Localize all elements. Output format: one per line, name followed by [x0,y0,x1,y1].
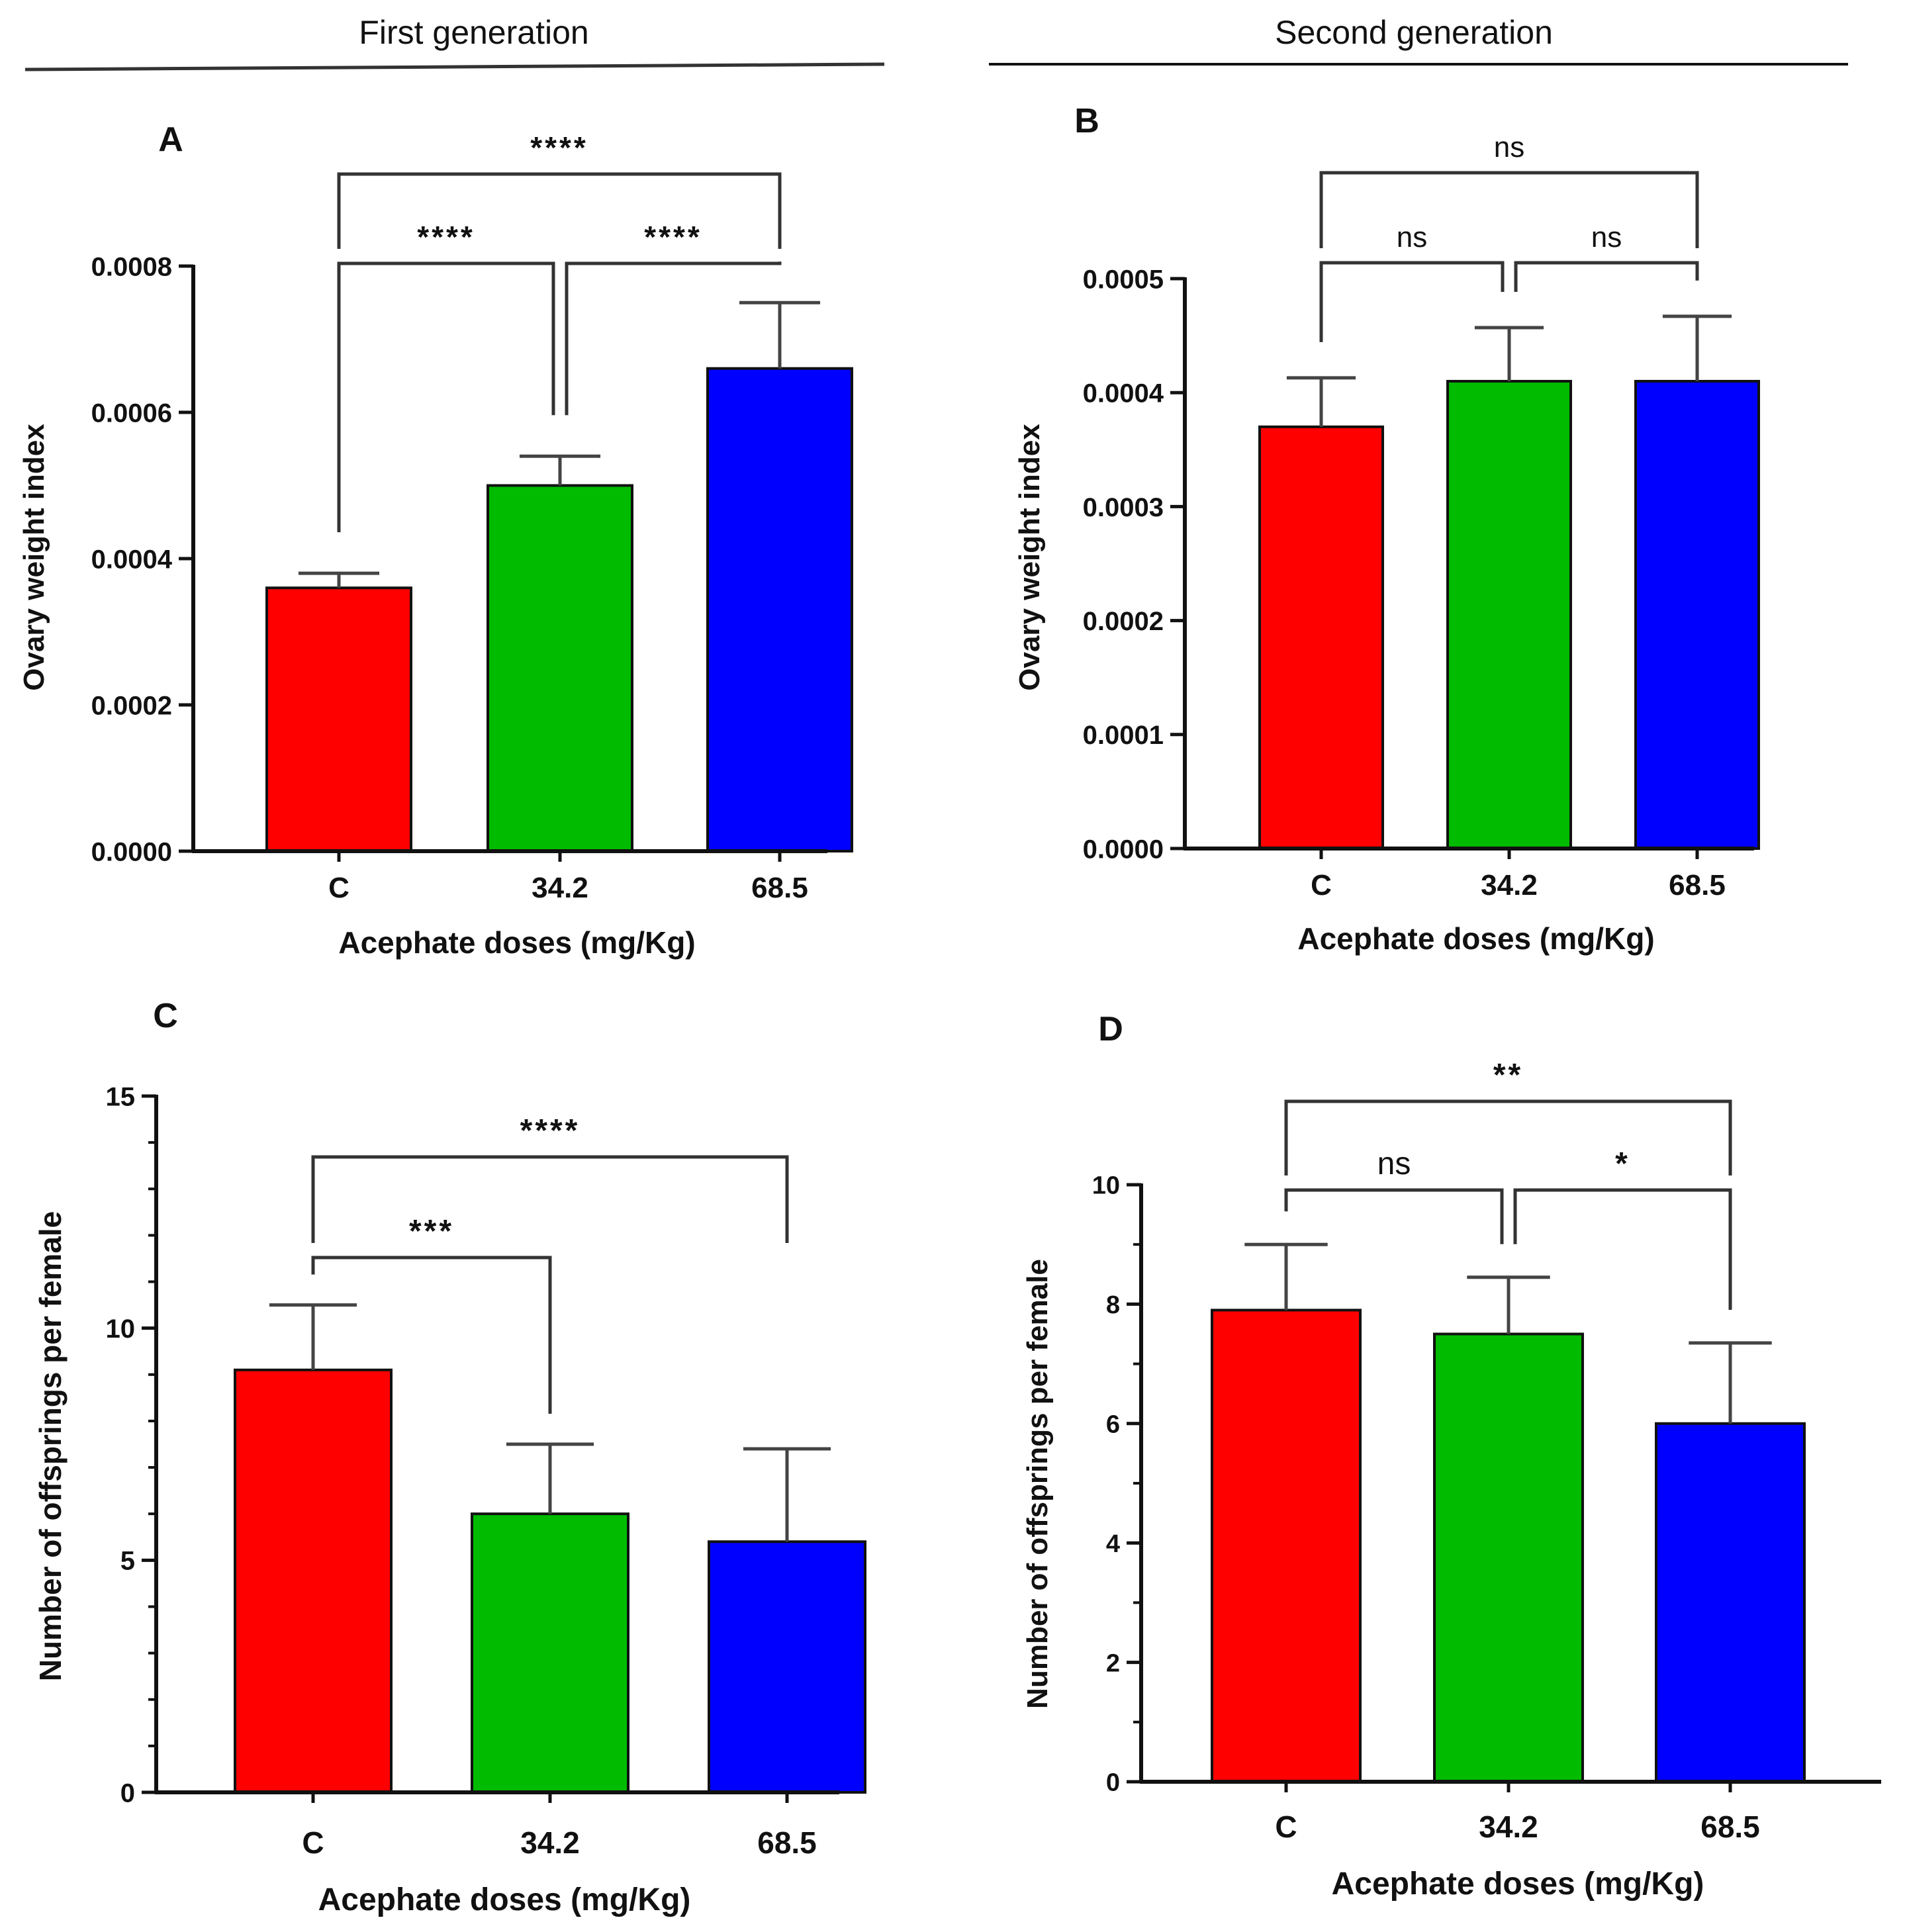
bar-34.2 [471,1512,629,1794]
significance-label: *** [409,1214,454,1249]
category-label: C [1311,869,1332,901]
y-axis-label: Number of offsprings per female [1021,1259,1054,1709]
y-tick-label: 10 [1092,1172,1120,1200]
category-label: 34.2 [532,872,588,904]
y-tick-label: 0.0006 [91,398,172,428]
significance-bracket [337,172,782,249]
x-axis-label: Acephate doses (mg/Kg) [338,925,695,960]
category-label: 34.2 [1479,1810,1538,1844]
significance-label: **** [530,130,588,165]
y-tick-label: 0.0004 [91,545,173,574]
y-tick-label: 0.0000 [91,837,172,866]
category-label: C [328,872,349,904]
y-tick-label: 5 [120,1547,135,1576]
y-tick-label: 6 [1106,1410,1120,1438]
y-axis-label: Ovary weight index [1013,424,1046,691]
significance-label: ns [1494,131,1524,163]
significance-bracket [1319,261,1505,342]
y-tick-label: 0.0005 [1083,265,1164,294]
bar-68.5 [1634,379,1760,850]
y-tick-label: 0.0004 [1083,379,1164,408]
panel-letter: D [1098,1010,1123,1048]
significance-bracket [1514,261,1699,293]
bar-68.5 [1655,1422,1806,1784]
y-tick-label: 0.0008 [91,252,172,281]
y-tick-label: 0 [120,1778,135,1808]
significance-bracket [311,1256,552,1414]
y-tick-label: 0.0002 [91,691,172,720]
y-tick-label: 0.0002 [1083,607,1164,636]
bar-34.2 [487,484,633,852]
significance-bracket [565,261,782,416]
significance-label: **** [417,220,475,254]
category-label: 68.5 [751,872,808,904]
bar-C [1258,425,1384,850]
bar-C [1211,1309,1362,1784]
category-label: 68.5 [1700,1810,1760,1844]
y-tick-label: 2 [1106,1649,1120,1677]
y-tick-label: 0.0001 [1083,721,1164,750]
y-tick-label: 8 [1106,1291,1120,1319]
y-tick-label: 15 [106,1082,136,1111]
y-axis-label: Number of offsprings per female [33,1211,68,1682]
header-first-generation: First generation [24,14,885,71]
significance-bracket [337,261,555,533]
significance-label: * [1615,1146,1630,1181]
bar-C [265,586,412,852]
category-label: 68.5 [1669,869,1726,901]
x-axis-label: Acephate doses (mg/Kg) [1332,1866,1704,1902]
category-label: 68.5 [757,1825,817,1860]
category-label: 34.2 [1481,869,1538,901]
header-second-generation: Second generation [989,14,1848,66]
bar-C [234,1368,393,1794]
y-axis-label: Ovary weight index [18,424,50,691]
panel-letter: C [153,997,178,1035]
header-second-generation-label: Second generation [1275,14,1553,51]
category-label: C [302,1825,324,1860]
y-tick-label: 4 [1106,1530,1120,1558]
header-first-generation-label: First generation [359,14,588,51]
category-label: 34.2 [520,1825,580,1860]
significance-bracket [1319,171,1699,248]
significance-label: **** [520,1113,581,1148]
significance-label: **** [644,220,702,254]
header-first-generation-rule [24,62,885,71]
significance-bracket [311,1155,789,1243]
x-axis-label: Acephate doses (mg/Kg) [1297,921,1654,956]
y-tick-label: 10 [106,1314,136,1344]
significance-label: ** [1493,1058,1523,1093]
y-tick-label: 0.0000 [1083,835,1164,864]
panel-letter: A [158,120,183,159]
bar-68.5 [708,1540,866,1794]
panel-letter: B [1074,102,1099,140]
significance-bracket [1284,1099,1732,1175]
significance-label: ns [1377,1146,1411,1181]
significance-bracket [1284,1188,1504,1244]
panel-c-offsprings-first-generation: C C 34.2 68.5 0 5 10 15 Acephate doses (mg/Kg) Nu… [33,997,866,1917]
x-axis-label: Acephate doses (mg/Kg) [318,1882,691,1917]
bar-34.2 [1446,379,1572,850]
category-label: C [1275,1810,1297,1844]
y-tick-label: 0 [1106,1769,1120,1797]
bar-68.5 [706,367,853,852]
panel-d-offsprings-second-generation: D C 34.2 68.5 0 2 4 6 8 10 Acephate doses (mg/Kg) N… [1021,1010,1881,1902]
significance-bracket [1513,1188,1732,1311]
y-tick-label: 0.0003 [1083,493,1164,522]
significance-label: ns [1397,221,1427,253]
panel-a-ovary-weight-first-generation: A C 34.2 68.5 0.0000 0.0002 0.0004 0.0006 0.0008… [18,120,853,960]
panel-b-ovary-weight-second-generation: B C 34.2 68.5 0.0000 0.0001 0.0002 0.0003 0.0004… [1013,102,1760,956]
bar-34.2 [1433,1332,1584,1783]
significance-label: ns [1591,221,1622,253]
